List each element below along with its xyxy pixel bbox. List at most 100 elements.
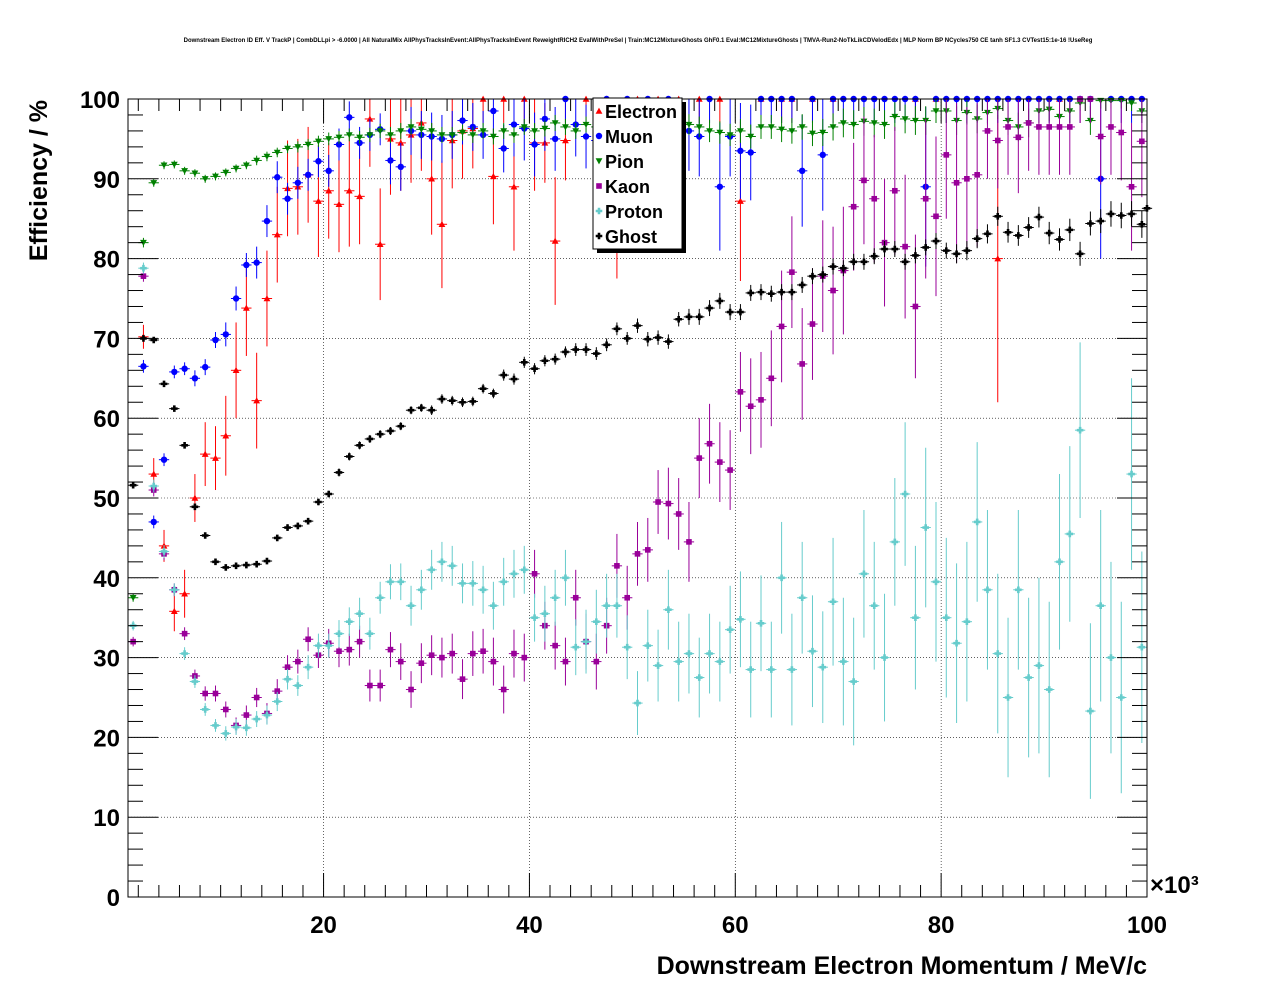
x-tick-label: 80 [928,912,955,939]
y-tick-label: 80 [93,247,120,274]
muon-marker [335,141,343,148]
proton-marker [469,580,477,587]
electron-marker [335,200,343,208]
muon-marker [582,133,590,140]
ghost-marker [418,404,425,412]
proton-marker [984,586,991,594]
kaon-marker [305,636,311,643]
proton-marker [809,647,816,655]
kaon-marker [789,269,795,275]
ghost-marker [1117,212,1125,219]
pion-marker [170,161,178,168]
ghost-marker [809,272,816,280]
proton-marker [562,574,569,582]
muon-marker [191,375,199,382]
proton-marker [994,650,1002,657]
pion-marker [891,113,899,120]
ghost-marker [448,397,456,404]
kaon-marker [212,690,219,697]
pion-marker [222,169,230,176]
proton-marker [1056,558,1063,566]
ghost-marker [1025,224,1032,231]
ghost-marker [1097,217,1104,225]
kaon-marker [572,594,579,601]
muon-marker [531,141,538,148]
muon-marker [222,331,229,338]
proton-marker [520,566,528,574]
ghost-marker [850,258,857,266]
pion-marker [325,136,333,143]
ghost-marker [860,258,868,266]
x-axis-multiplier: ×10³ [1150,872,1199,899]
chart-title: Downstream Electron ID Eff. V TrackP | C… [184,38,1093,44]
kaon-marker [1036,124,1042,130]
muon-marker [181,365,188,372]
ghost-marker [428,406,435,414]
y-tick-label: 0 [107,885,120,912]
muon-marker [500,145,507,152]
pion-marker [212,173,219,180]
ghost-marker [397,422,405,430]
kaon-marker [624,594,631,601]
proton-marker [1128,470,1135,478]
proton-marker [1138,643,1146,651]
pion-marker [706,128,713,135]
ghost-marker [829,263,837,270]
kaon-marker [295,658,301,665]
proton-marker [335,630,343,637]
pion-marker [839,120,847,127]
ghost-marker [335,469,343,476]
pion-marker [438,132,446,139]
pion-marker [253,157,261,164]
ghost-marker [798,281,806,289]
proton-marker [1087,707,1094,715]
ghost-marker [963,247,971,254]
kaon-marker [727,467,733,473]
pion-marker [767,124,775,131]
proton-marker [973,518,981,526]
ghost-marker [613,325,621,333]
ghost-marker [284,524,291,531]
proton-marker [407,602,415,610]
electron-marker [222,432,230,439]
kaon-marker [614,563,620,569]
pion-marker [304,141,312,148]
electron-marker [232,366,240,374]
electron-marker [170,607,178,615]
ghost-marker [675,315,682,323]
pion-marker [345,132,353,139]
ghost-marker [171,405,178,412]
kaon-marker [809,321,816,327]
kaon-marker [953,179,960,186]
kaon-marker [912,303,919,310]
pion-marker [829,124,837,131]
y-tick-label: 20 [93,725,120,752]
ghost-marker [304,517,312,525]
ghost-marker [706,304,713,312]
electron-marker [150,470,158,477]
muon-marker [798,167,806,175]
muon-marker [315,158,322,165]
legend-proton-label: Proton [605,202,663,222]
ghost-marker [778,288,785,296]
ghost-marker [870,252,878,260]
muon-marker [253,259,260,266]
proton-marker [1107,654,1115,661]
proton-marker [582,638,590,645]
kaon-marker [222,706,229,713]
proton-marker [376,594,384,602]
pion-marker [140,239,147,247]
muon-marker [716,183,724,190]
kaon-marker [686,539,692,545]
proton-marker [438,558,446,566]
legend-muon-marker [595,132,603,140]
electron-marker [273,231,281,238]
ghost-marker [479,385,487,392]
electron-marker [562,137,569,144]
pion-marker [366,132,374,139]
proton-marker [1045,686,1053,693]
kaon-marker [706,440,713,447]
ghost-marker [459,398,466,406]
electron-marker [366,115,374,122]
